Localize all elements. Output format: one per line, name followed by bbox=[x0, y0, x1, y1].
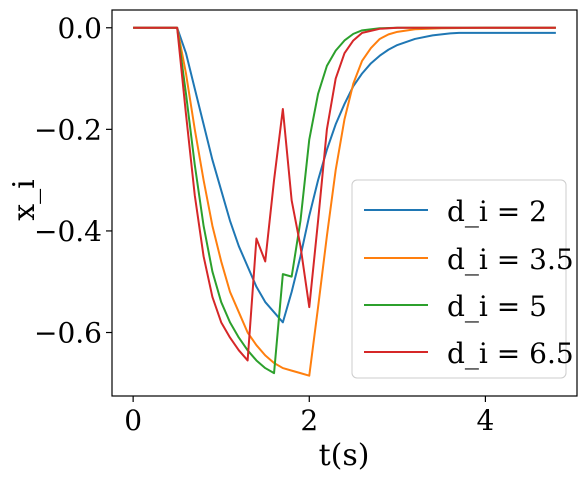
y-axis-ticks: 0.0 −0.2 −0.4 −0.6 bbox=[34, 12, 112, 350]
legend-box bbox=[351, 179, 567, 379]
x-tick-label: 4 bbox=[476, 404, 494, 437]
series-layer bbox=[133, 26, 556, 377]
y-tick-label: 0.0 bbox=[57, 12, 102, 45]
y-tick-label: −0.2 bbox=[34, 113, 102, 146]
legend-label-3: d_i = 5 bbox=[447, 290, 547, 323]
series-line-4 bbox=[133, 26, 556, 362]
y-tick-label: −0.4 bbox=[34, 215, 102, 248]
legend: d_i = 2 d_i = 3.5 d_i = 5 d_i = 6.5 bbox=[351, 179, 574, 379]
series-line-3 bbox=[133, 26, 556, 375]
legend-label-2: d_i = 3.5 bbox=[447, 243, 574, 276]
y-axis-label: x_i bbox=[7, 179, 42, 221]
series-line-2 bbox=[133, 26, 556, 377]
x-tick-label: 2 bbox=[300, 404, 318, 437]
plot-frame bbox=[111, 9, 578, 397]
legend-label-1: d_i = 2 bbox=[447, 195, 547, 228]
series-line-1 bbox=[133, 26, 556, 324]
y-tick-label: −0.6 bbox=[34, 317, 102, 350]
x-axis-ticks: 0 2 4 bbox=[124, 396, 494, 437]
legend-label-4: d_i = 6.5 bbox=[447, 337, 574, 370]
x-tick-label: 0 bbox=[124, 404, 142, 437]
x-axis-label: t(s) bbox=[319, 438, 370, 473]
